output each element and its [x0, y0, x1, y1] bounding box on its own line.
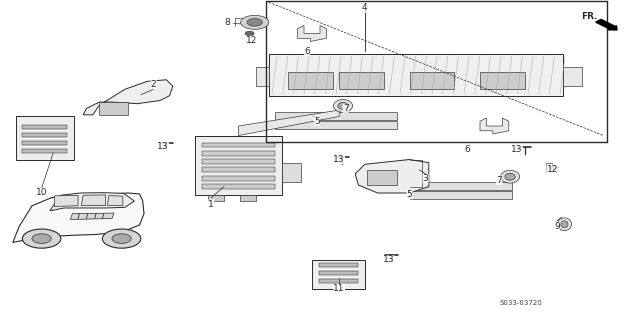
Polygon shape [202, 151, 275, 156]
Text: 1: 1 [209, 200, 214, 209]
Circle shape [112, 234, 131, 243]
Polygon shape [319, 271, 358, 275]
Polygon shape [319, 263, 358, 267]
Text: 12: 12 [547, 165, 558, 174]
Polygon shape [202, 184, 275, 189]
Text: 4: 4 [362, 4, 367, 12]
Polygon shape [563, 67, 582, 86]
Ellipse shape [338, 102, 348, 109]
Polygon shape [195, 136, 282, 195]
Text: 7: 7 [497, 176, 502, 185]
Polygon shape [202, 143, 275, 147]
Text: 13: 13 [157, 142, 169, 151]
Polygon shape [22, 141, 67, 145]
Polygon shape [319, 279, 358, 283]
Text: 12: 12 [246, 36, 257, 45]
Circle shape [549, 165, 558, 170]
Polygon shape [208, 195, 224, 201]
Ellipse shape [557, 218, 572, 231]
Polygon shape [99, 102, 128, 115]
Ellipse shape [500, 170, 520, 183]
Text: 5: 5 [407, 190, 412, 199]
Polygon shape [202, 167, 275, 172]
Polygon shape [339, 72, 384, 89]
Polygon shape [480, 118, 509, 134]
Polygon shape [256, 67, 269, 86]
Text: 13: 13 [383, 256, 394, 264]
Polygon shape [54, 195, 78, 206]
Circle shape [241, 15, 269, 29]
Polygon shape [275, 112, 397, 120]
Polygon shape [239, 110, 339, 136]
Circle shape [22, 229, 61, 248]
Polygon shape [22, 133, 67, 137]
Polygon shape [282, 163, 301, 182]
Polygon shape [410, 191, 512, 199]
Polygon shape [269, 54, 563, 96]
Text: S033-03720: S033-03720 [499, 300, 542, 306]
Text: 9: 9 [554, 222, 559, 231]
Circle shape [102, 229, 141, 248]
Polygon shape [275, 121, 397, 129]
Text: 7: 7 [343, 104, 348, 113]
Polygon shape [367, 170, 397, 185]
Polygon shape [22, 125, 67, 129]
Text: 5: 5 [314, 117, 319, 126]
Polygon shape [240, 195, 256, 201]
Text: 11: 11 [333, 284, 345, 293]
Polygon shape [83, 80, 173, 115]
Text: 2: 2 [151, 80, 156, 89]
Polygon shape [16, 116, 74, 160]
Text: 8: 8 [225, 18, 230, 27]
Circle shape [247, 19, 262, 26]
Polygon shape [410, 182, 512, 190]
Polygon shape [81, 195, 106, 206]
Text: FR.: FR. [581, 12, 598, 21]
Circle shape [32, 234, 51, 243]
Ellipse shape [505, 173, 515, 180]
Polygon shape [410, 72, 454, 89]
Text: 3: 3 [423, 174, 428, 183]
Circle shape [245, 31, 254, 36]
Polygon shape [312, 260, 365, 289]
Ellipse shape [561, 221, 568, 228]
FancyArrow shape [596, 19, 617, 30]
Polygon shape [288, 72, 333, 89]
Polygon shape [355, 160, 429, 193]
Text: 6: 6 [305, 47, 310, 56]
Text: 13: 13 [333, 155, 345, 164]
Text: 10: 10 [36, 189, 47, 197]
Polygon shape [202, 176, 275, 181]
Polygon shape [70, 213, 114, 219]
Polygon shape [480, 72, 525, 89]
Text: 6: 6 [465, 145, 470, 154]
Ellipse shape [333, 100, 353, 112]
Polygon shape [13, 193, 144, 242]
Polygon shape [298, 26, 326, 41]
Polygon shape [50, 193, 134, 211]
Text: 13: 13 [511, 145, 523, 154]
Polygon shape [202, 159, 275, 164]
Polygon shape [108, 196, 123, 206]
Polygon shape [22, 149, 67, 153]
